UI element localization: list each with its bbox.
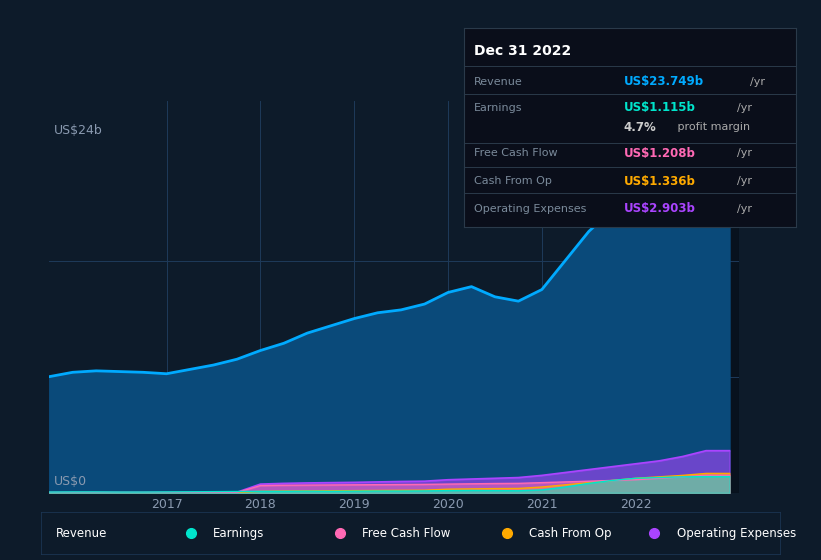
Text: US$24b: US$24b	[54, 124, 103, 137]
Text: /yr: /yr	[737, 148, 752, 158]
Text: Cash From Op: Cash From Op	[529, 527, 612, 540]
Text: US$0: US$0	[54, 475, 87, 488]
Text: /yr: /yr	[737, 102, 752, 113]
Text: profit margin: profit margin	[674, 123, 750, 132]
Text: US$23.749b: US$23.749b	[623, 75, 704, 88]
Text: Cash From Op: Cash From Op	[474, 176, 552, 186]
Text: /yr: /yr	[750, 77, 765, 87]
Text: Operating Expenses: Operating Expenses	[474, 204, 586, 214]
Text: US$1.336b: US$1.336b	[623, 175, 695, 188]
Text: Free Cash Flow: Free Cash Flow	[362, 527, 451, 540]
Text: Free Cash Flow: Free Cash Flow	[474, 148, 557, 158]
Text: /yr: /yr	[737, 176, 752, 186]
Text: US$1.208b: US$1.208b	[623, 147, 695, 160]
Text: Revenue: Revenue	[56, 527, 108, 540]
Text: Revenue: Revenue	[474, 77, 523, 87]
Text: Dec 31 2022: Dec 31 2022	[474, 44, 571, 58]
Text: Earnings: Earnings	[213, 527, 264, 540]
Text: Earnings: Earnings	[474, 102, 522, 113]
Bar	[621, 101, 739, 493]
Text: /yr: /yr	[737, 204, 752, 214]
Text: 4.7%: 4.7%	[623, 121, 656, 134]
Text: US$1.115b: US$1.115b	[623, 101, 695, 114]
Text: Operating Expenses: Operating Expenses	[677, 527, 796, 540]
Text: US$2.903b: US$2.903b	[623, 202, 695, 216]
